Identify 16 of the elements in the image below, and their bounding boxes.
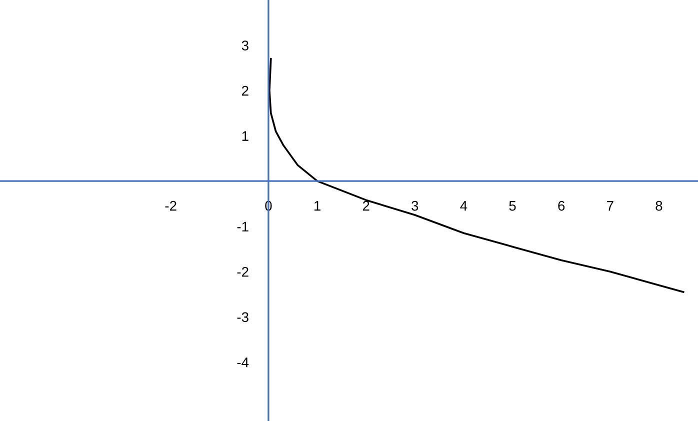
x-tick-label: 5 bbox=[509, 201, 516, 211]
y-tick-label: -4 bbox=[237, 358, 249, 368]
y-tick-label: 3 bbox=[242, 40, 248, 50]
x-tick-label: 2 bbox=[362, 200, 370, 211]
y-tick-label: 1 bbox=[242, 131, 248, 141]
x-tick-label: 4 bbox=[460, 201, 468, 211]
x-tick-label: 8 bbox=[656, 200, 662, 211]
y-tick-label: 2 bbox=[242, 86, 248, 96]
x-tick-label: 7 bbox=[606, 201, 614, 211]
y-tick-label: -1 bbox=[237, 222, 248, 232]
x-tick-label: -2 bbox=[165, 200, 176, 211]
x-tick-label: 3 bbox=[412, 200, 418, 211]
x-tick-label: 6 bbox=[558, 200, 565, 211]
y-tick-label: -3 bbox=[237, 312, 248, 322]
x-tick-label: 1 bbox=[314, 201, 320, 211]
y-tick-label: -2 bbox=[237, 266, 248, 277]
